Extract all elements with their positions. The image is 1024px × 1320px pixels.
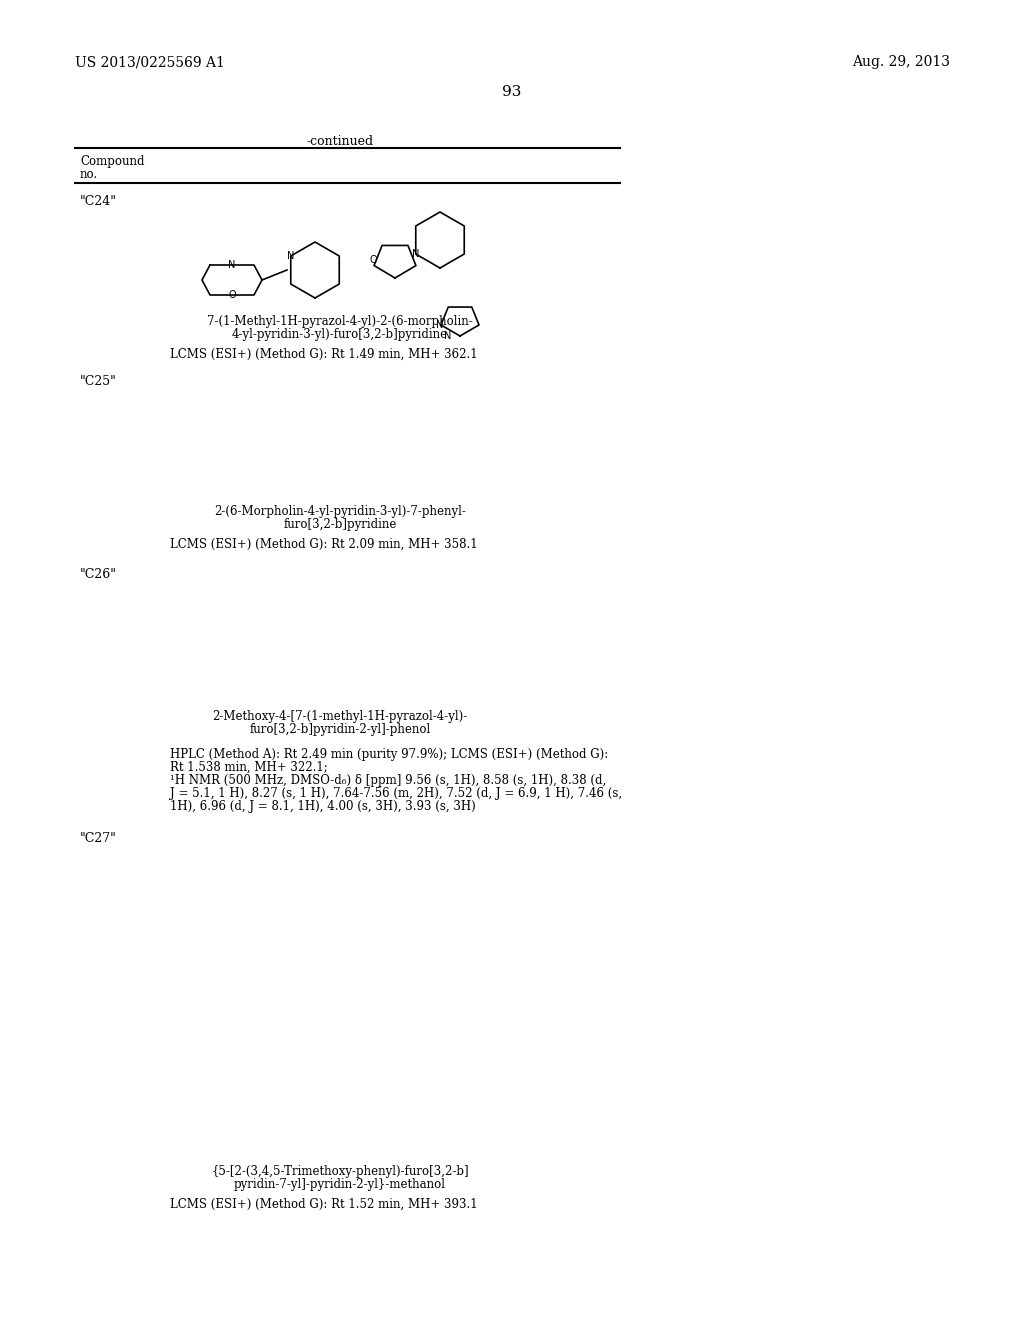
- Text: Compound: Compound: [80, 154, 144, 168]
- Text: "C24": "C24": [80, 195, 117, 209]
- Text: pyridin-7-yl]-pyridin-2-yl}-methanol: pyridin-7-yl]-pyridin-2-yl}-methanol: [234, 1177, 446, 1191]
- Text: LCMS (ESI+) (Method G): Rt 2.09 min, MH+ 358.1: LCMS (ESI+) (Method G): Rt 2.09 min, MH+…: [170, 539, 477, 550]
- Text: 2-Methoxy-4-[7-(1-methyl-1H-pyrazol-4-yl)-: 2-Methoxy-4-[7-(1-methyl-1H-pyrazol-4-yl…: [212, 710, 468, 723]
- Text: US 2013/0225569 A1: US 2013/0225569 A1: [75, 55, 225, 69]
- Text: 1H), 6.96 (d, J = 8.1, 1H), 4.00 (s, 3H), 3.93 (s, 3H): 1H), 6.96 (d, J = 8.1, 1H), 4.00 (s, 3H)…: [170, 800, 476, 813]
- Text: HPLC (Method A): Rt 2.49 min (purity 97.9%); LCMS (ESI+) (Method G):: HPLC (Method A): Rt 2.49 min (purity 97.…: [170, 748, 608, 762]
- Text: 93: 93: [503, 84, 521, 99]
- Text: "C27": "C27": [80, 832, 117, 845]
- Text: N: N: [436, 319, 443, 330]
- Text: O: O: [228, 290, 236, 300]
- Text: 2-(6-Morpholin-4-yl-pyridin-3-yl)-7-phenyl-: 2-(6-Morpholin-4-yl-pyridin-3-yl)-7-phen…: [214, 506, 466, 517]
- Text: 7-(1-Methyl-1H-pyrazol-4-yl)-2-(6-morpholin-: 7-(1-Methyl-1H-pyrazol-4-yl)-2-(6-morpho…: [207, 315, 473, 327]
- Text: -continued: -continued: [306, 135, 374, 148]
- Text: furo[3,2-b]pyridine: furo[3,2-b]pyridine: [284, 517, 396, 531]
- Text: furo[3,2-b]pyridin-2-yl]-phenol: furo[3,2-b]pyridin-2-yl]-phenol: [250, 723, 431, 737]
- Text: 4-yl-pyridin-3-yl)-furo[3,2-b]pyridine: 4-yl-pyridin-3-yl)-furo[3,2-b]pyridine: [232, 327, 449, 341]
- Text: O: O: [370, 255, 377, 265]
- Text: N: N: [287, 251, 295, 261]
- Text: Aug. 29, 2013: Aug. 29, 2013: [852, 55, 950, 69]
- Text: LCMS (ESI+) (Method G): Rt 1.49 min, MH+ 362.1: LCMS (ESI+) (Method G): Rt 1.49 min, MH+…: [170, 348, 477, 360]
- Text: no.: no.: [80, 168, 98, 181]
- Text: "C26": "C26": [80, 568, 117, 581]
- Text: J = 5.1, 1 H), 8.27 (s, 1 H), 7.64-7.56 (m, 2H), 7.52 (d, J = 6.9, 1 H), 7.46 (s: J = 5.1, 1 H), 8.27 (s, 1 H), 7.64-7.56 …: [170, 787, 623, 800]
- Text: ¹H NMR (500 MHz, DMSO-d₆) δ [ppm] 9.56 (s, 1H), 8.58 (s, 1H), 8.38 (d,: ¹H NMR (500 MHz, DMSO-d₆) δ [ppm] 9.56 (…: [170, 774, 606, 787]
- Text: "C25": "C25": [80, 375, 117, 388]
- Text: N: N: [228, 260, 236, 271]
- Text: {5-[2-(3,4,5-Trimethoxy-phenyl)-furo[3,2-b]: {5-[2-(3,4,5-Trimethoxy-phenyl)-furo[3,2…: [211, 1166, 469, 1177]
- Text: Rt 1.538 min, MH+ 322.1;: Rt 1.538 min, MH+ 322.1;: [170, 762, 328, 774]
- Text: N: N: [444, 331, 452, 341]
- Text: LCMS (ESI+) (Method G): Rt 1.52 min, MH+ 393.1: LCMS (ESI+) (Method G): Rt 1.52 min, MH+…: [170, 1199, 477, 1210]
- Text: N: N: [412, 249, 420, 259]
